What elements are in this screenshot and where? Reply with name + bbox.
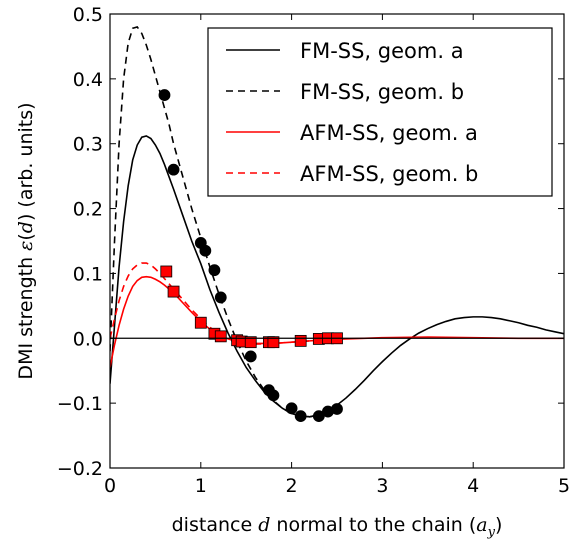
- fm-marker-7: [244, 350, 257, 363]
- x-tick-label: 5: [558, 475, 570, 497]
- y-tick-label: 0.3: [73, 134, 103, 156]
- fm-marker-9: [267, 389, 280, 402]
- fm-marker-2: [167, 163, 180, 176]
- afm-marker-2: [167, 285, 180, 298]
- y-tick-label: 0.1: [73, 263, 103, 285]
- x-tick-label: 4: [467, 475, 479, 497]
- afm-marker-10: [267, 336, 280, 349]
- x-tick-label: 2: [286, 475, 298, 497]
- afm-marker-1: [160, 265, 173, 278]
- fm-marker-14: [331, 403, 343, 415]
- legend-label: FM-SS, geom. a: [300, 39, 464, 63]
- markers-layer: [158, 89, 343, 423]
- legend-label: AFM-SS, geom. a: [300, 121, 478, 145]
- legend-label: AFM-SS, geom. b: [300, 162, 478, 186]
- legend-label: FM-SS, geom. b: [300, 80, 464, 104]
- fm-marker-11: [294, 410, 307, 423]
- fm-marker-5: [208, 264, 221, 277]
- y-tick-label: 0.5: [73, 4, 103, 26]
- legend-box: [207, 27, 553, 197]
- legend: FM-SS, geom. a FM-SS, geom. b AFM-SS, geom…: [207, 27, 553, 197]
- fm-marker-4: [199, 244, 212, 257]
- x-tick-label: 3: [376, 475, 388, 497]
- fm-marker-1: [158, 89, 171, 101]
- afm-marker-11: [294, 334, 307, 347]
- fm-marker-6: [214, 291, 227, 304]
- y-tick-label: −0.1: [57, 393, 103, 415]
- y-tick-label: 0.2: [73, 199, 103, 221]
- x-tick-label: 0: [104, 475, 116, 497]
- ticks-layer: 0 1 2 3 4 5 −0.2 −0.1 0.0 0.1 0.2 0.3 0.4 0.5: [57, 4, 570, 497]
- afm-marker-3: [194, 316, 207, 329]
- plot-frame: [109, 13, 565, 469]
- afm-marker-5: [214, 330, 227, 343]
- afm-marker-8: [244, 336, 257, 349]
- y-tick-label: 0.4: [73, 69, 103, 91]
- y-tick-label: −0.2: [57, 458, 103, 480]
- y-axis-label: DMI strength ε(d) (arb. units): [15, 102, 37, 379]
- fm-marker-10: [285, 402, 298, 415]
- x-tick-label: 1: [195, 475, 207, 497]
- y-tick-label: 0.0: [73, 328, 103, 350]
- x-axis-label: distance d normal to the chain (ay): [172, 514, 503, 540]
